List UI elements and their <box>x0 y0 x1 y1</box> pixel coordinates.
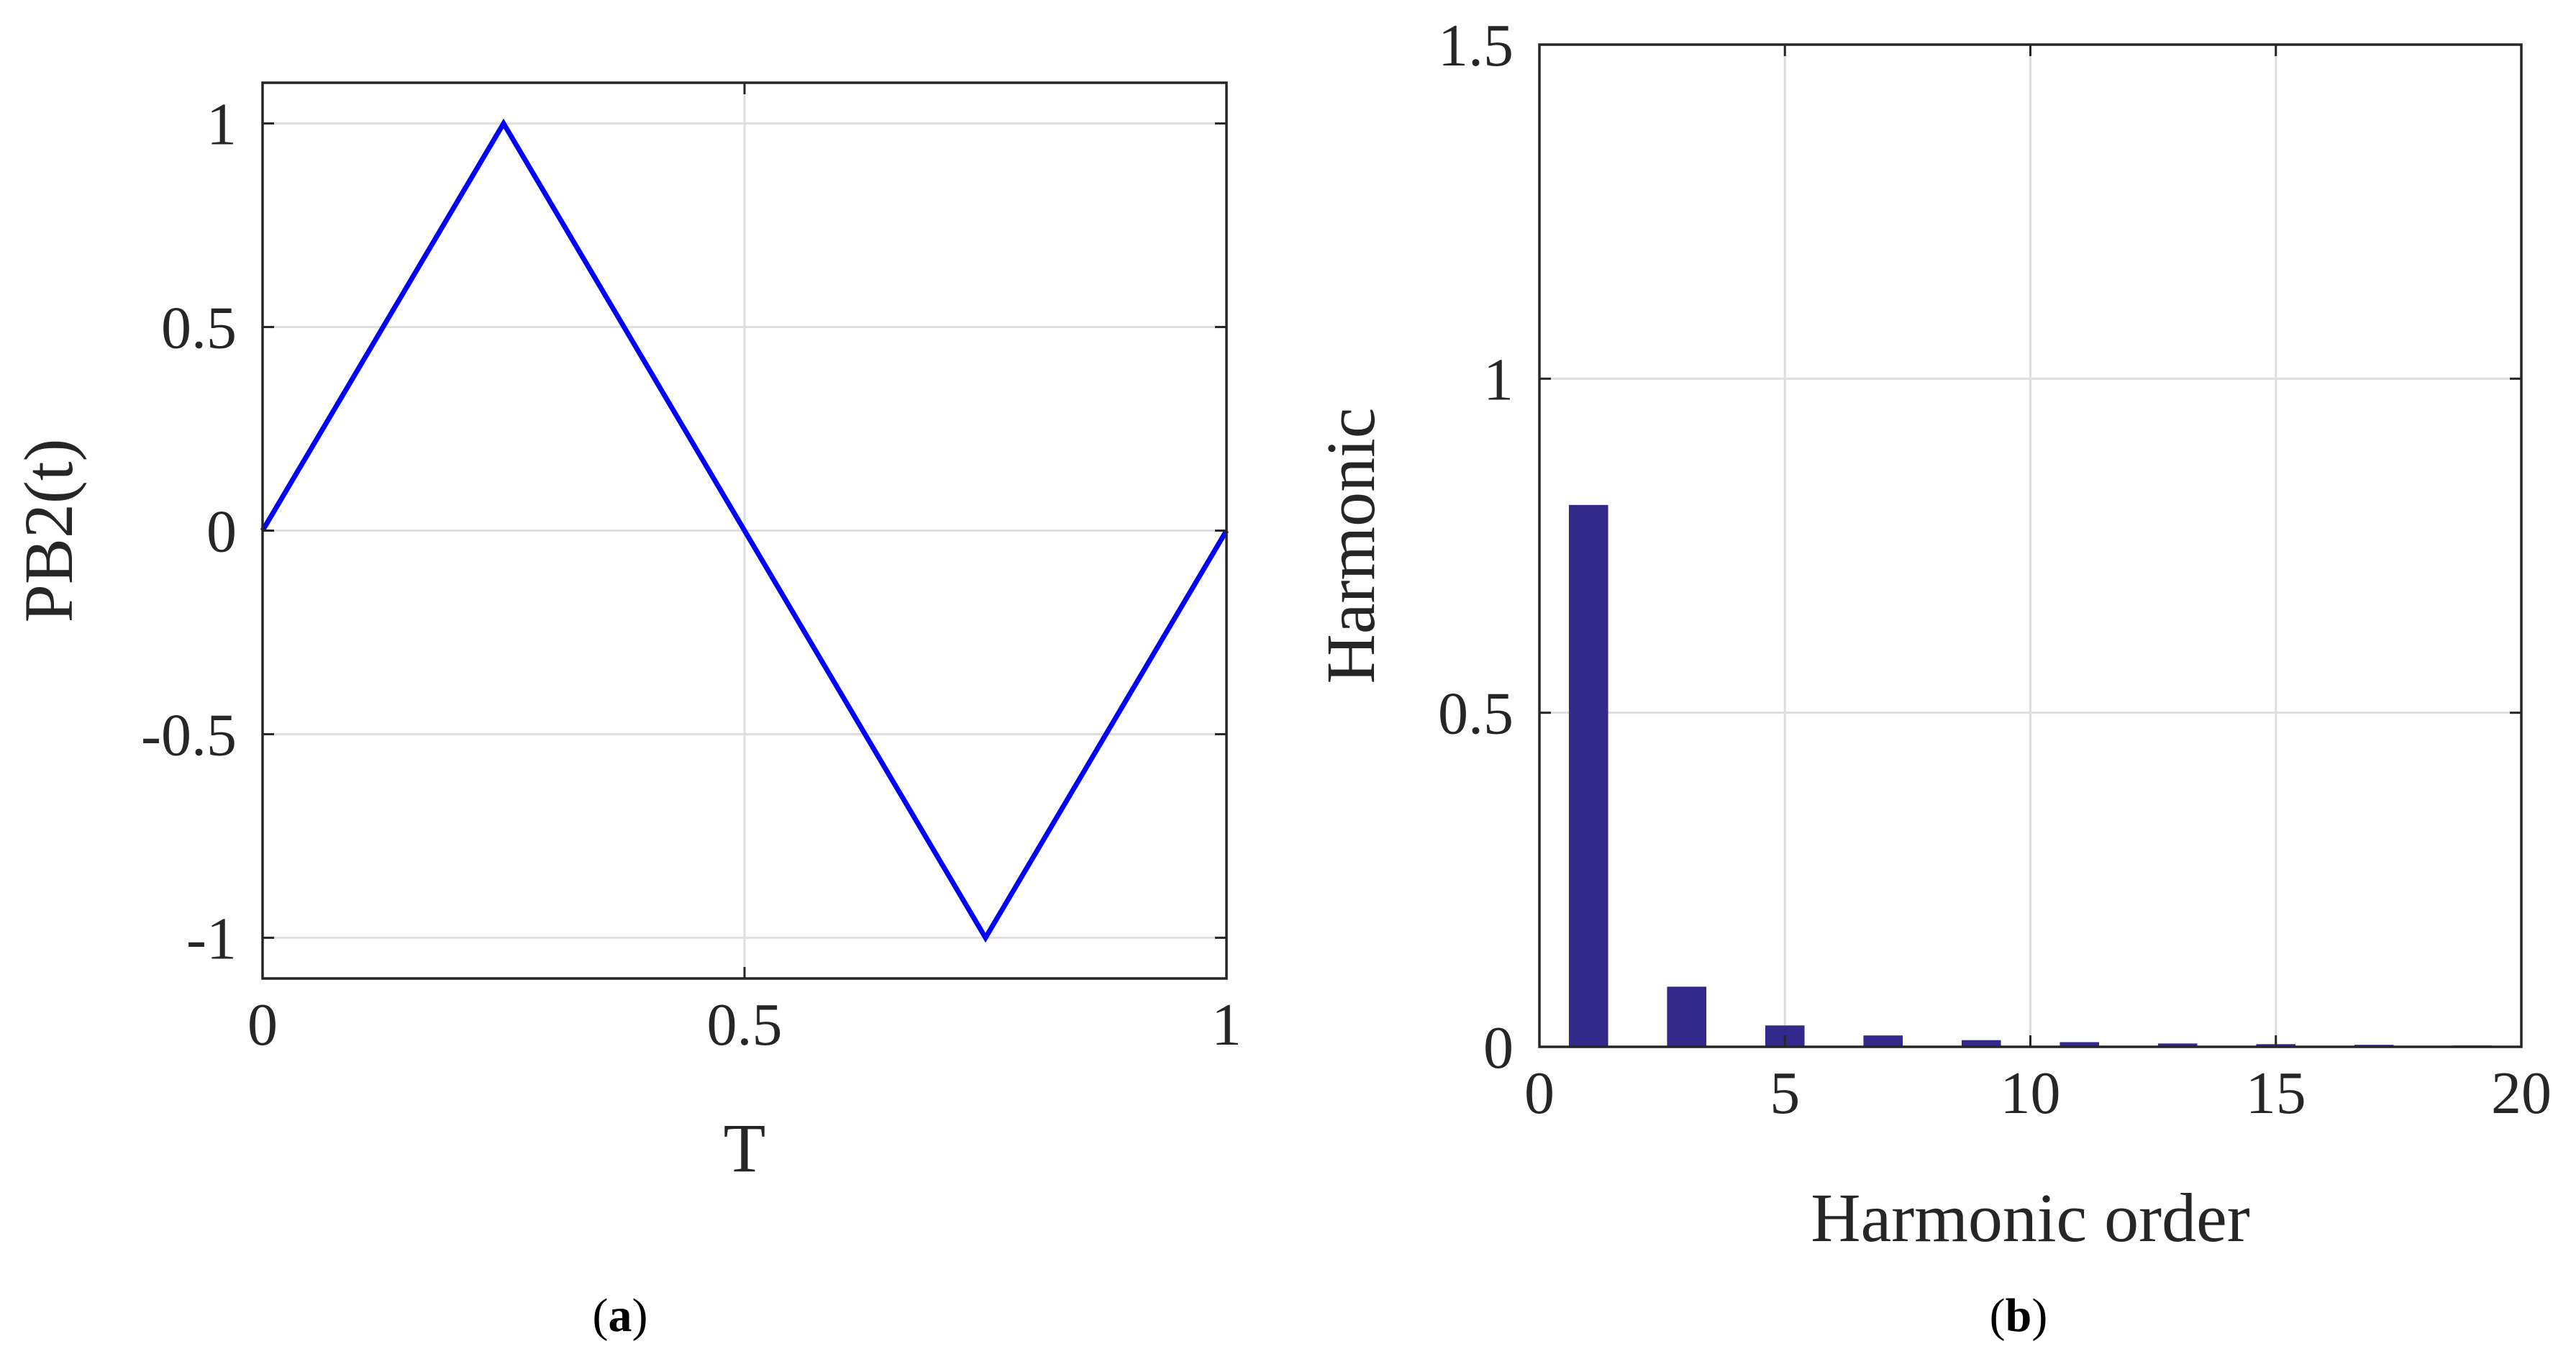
b-ytick-label-2: 1 <box>1483 346 1514 413</box>
b-bar-7 <box>1863 1035 1903 1047</box>
b-bar-9 <box>1961 1040 2001 1047</box>
b-ytick-label-0: 0 <box>1483 1014 1514 1081</box>
a-xtick-label-2: 1 <box>1211 991 1242 1058</box>
b-xtick-label-3: 15 <box>2246 1060 2306 1127</box>
chart-b-harmonic-spectrum: 0 5 10 15 20 0 0.5 1 1.5 Harmonic order Harmonic <box>1312 12 2552 1256</box>
b-bar-13 <box>2157 1043 2198 1047</box>
a-xtick-label-1: 0.5 <box>707 991 783 1058</box>
b-xtick-label-4: 20 <box>2491 1060 2552 1127</box>
a-ytick-label-3: 0.5 <box>161 295 237 362</box>
b-bar-1 <box>1568 504 1608 1047</box>
a-ytick-label-4: 1 <box>206 91 237 158</box>
panel-label-b: (b) <box>1990 1289 2048 1342</box>
a-ytick-label-2: 0 <box>206 499 237 566</box>
b-ytick-label-1: 0.5 <box>1438 681 1514 748</box>
b-xlabel: Harmonic order <box>1811 1179 2249 1256</box>
a-ytick-label-1: -0.5 <box>141 701 237 768</box>
b-bar-3 <box>1667 986 1707 1047</box>
b-ylabel: Harmonic <box>1312 408 1389 684</box>
b-xtick-label-2: 10 <box>2001 1060 2061 1127</box>
a-ytick-label-0: -1 <box>186 905 237 972</box>
chart-a-triangle-wave: 0 0.5 1 -1 -0.5 0 0.5 1 T PB2(t) <box>10 81 1242 1186</box>
b-xtick-label-1: 5 <box>1770 1060 1800 1127</box>
panel-label-a: (a) <box>593 1289 648 1342</box>
b-xtick-label-0: 0 <box>1524 1060 1555 1127</box>
a-ylabel: PB2(t) <box>10 438 87 622</box>
b-bar-11 <box>2060 1042 2100 1047</box>
a-series-line-0 <box>260 118 1229 943</box>
a-xtick-label-0: 0 <box>247 991 278 1058</box>
a-xlabel: T <box>724 1109 766 1186</box>
b-ytick-label-3: 1.5 <box>1438 12 1514 79</box>
